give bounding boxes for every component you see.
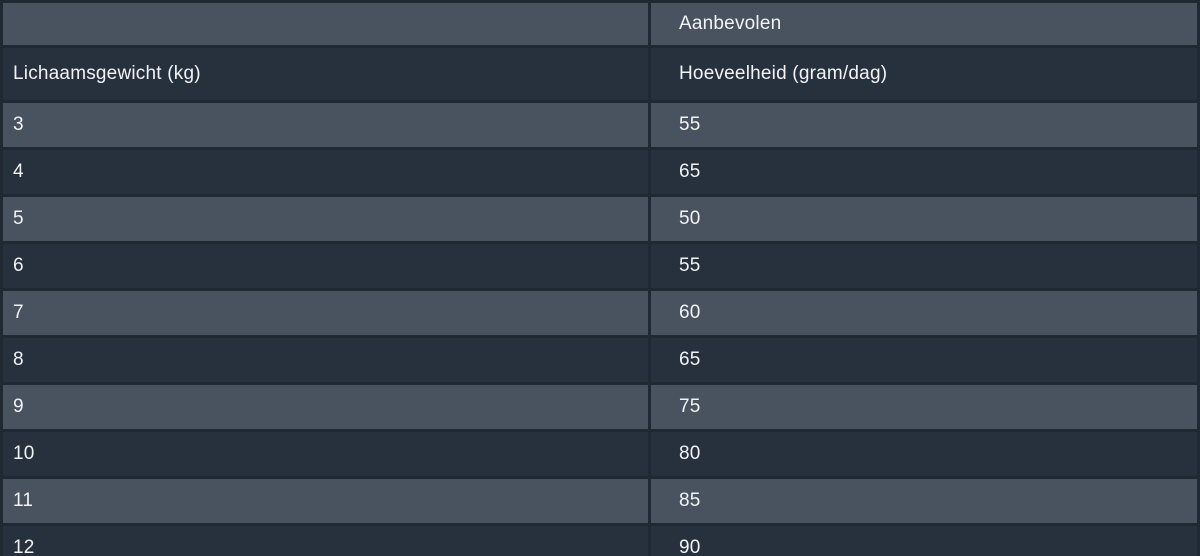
table-row: 6 55 xyxy=(3,244,1197,288)
amount-cell: 80 xyxy=(651,432,1197,476)
weight-cell: 11 xyxy=(3,479,648,523)
table-row: 4 65 xyxy=(3,150,1197,194)
amount-cell: 55 xyxy=(651,103,1197,147)
amount-cell: 85 xyxy=(651,479,1197,523)
weight-cell: 3 xyxy=(3,103,648,147)
weight-cell: 8 xyxy=(3,338,648,382)
amount-cell: 75 xyxy=(651,385,1197,429)
column-header-weight: Lichaamsgewicht (kg) xyxy=(3,48,648,100)
amount-cell: 90 xyxy=(651,526,1197,556)
weight-cell: 12 xyxy=(3,526,648,556)
table-row: 3 55 xyxy=(3,103,1197,147)
table-row: 10 80 xyxy=(3,432,1197,476)
table-group-header-row: Aanbevolen xyxy=(3,3,1197,45)
weight-cell: 10 xyxy=(3,432,648,476)
weight-cell: 9 xyxy=(3,385,648,429)
group-header-cell: Aanbevolen xyxy=(651,3,1197,45)
table-row: 11 85 xyxy=(3,479,1197,523)
table-row: 8 65 xyxy=(3,338,1197,382)
table-row: 12 90 xyxy=(3,526,1197,556)
table-column-header-row: Lichaamsgewicht (kg) Hoeveelheid (gram/d… xyxy=(3,48,1197,100)
table-row: 5 50 xyxy=(3,197,1197,241)
column-header-amount: Hoeveelheid (gram/dag) xyxy=(651,48,1197,100)
amount-cell: 60 xyxy=(651,291,1197,335)
amount-cell: 55 xyxy=(651,244,1197,288)
weight-cell: 6 xyxy=(3,244,648,288)
weight-cell: 5 xyxy=(3,197,648,241)
weight-cell: 4 xyxy=(3,150,648,194)
table-row: 9 75 xyxy=(3,385,1197,429)
amount-cell: 65 xyxy=(651,338,1197,382)
amount-cell: 65 xyxy=(651,150,1197,194)
weight-cell: 7 xyxy=(3,291,648,335)
amount-cell: 50 xyxy=(651,197,1197,241)
empty-header-cell xyxy=(3,3,648,45)
table-row: 7 60 xyxy=(3,291,1197,335)
